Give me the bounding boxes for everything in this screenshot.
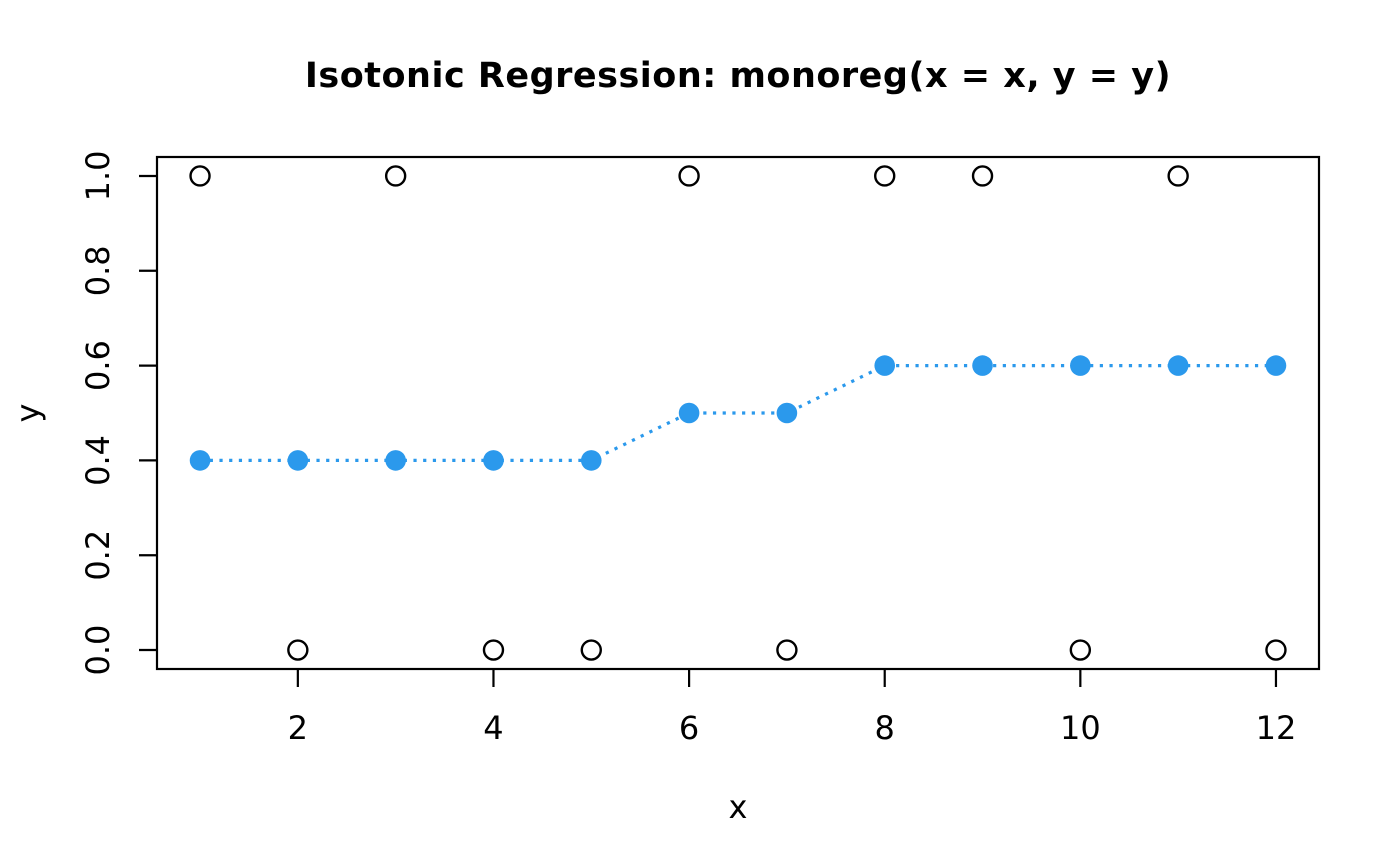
observation-point: [678, 165, 700, 187]
fit-point: [385, 450, 406, 471]
observation-point: [580, 639, 602, 661]
fit-point: [189, 450, 211, 471]
observation-point: [482, 639, 505, 661]
x-tick-label: 10: [1060, 709, 1101, 747]
observation-point: [384, 165, 407, 187]
y-axis-title: y: [9, 403, 47, 423]
fit-point: [580, 450, 602, 471]
x-tick-label: 6: [679, 709, 699, 747]
y-tick-label: 1.0: [79, 151, 117, 202]
observation-point: [1069, 639, 1092, 661]
x-tick-label: 8: [875, 709, 895, 747]
y-tick-label: 0.2: [79, 530, 117, 581]
y-tick-label: 0.4: [79, 435, 117, 486]
y-tick-label: 0.0: [79, 625, 117, 676]
y-tick-label: 0.6: [79, 340, 117, 391]
observation-point: [1265, 639, 1287, 661]
observation-point: [776, 639, 798, 661]
observation-point: [874, 165, 896, 187]
plot-frame: [155, 155, 1321, 671]
fit-point: [1070, 355, 1091, 376]
x-tick-label: 2: [288, 709, 308, 747]
y-tick-label: 0.8: [79, 245, 117, 296]
fit-point: [972, 355, 993, 376]
observation-point: [189, 165, 211, 187]
fit-point: [1265, 355, 1287, 376]
observation-point: [287, 639, 309, 661]
observation-point: [971, 165, 994, 187]
fit-line: [200, 363, 1276, 463]
fit-point: [776, 402, 798, 424]
fit-point: [678, 402, 700, 424]
x-axis-title: x: [728, 788, 748, 826]
fit-point: [483, 450, 504, 471]
observation-point: [1167, 165, 1189, 187]
fit-point: [287, 450, 309, 471]
x-tick-label: 4: [483, 709, 503, 747]
x-tick-label: 12: [1256, 709, 1297, 747]
fit-point: [1167, 355, 1189, 376]
chart-title: Isotonic Regression: monoreg(x = x, y = …: [304, 56, 1172, 96]
fit-point: [874, 355, 896, 376]
